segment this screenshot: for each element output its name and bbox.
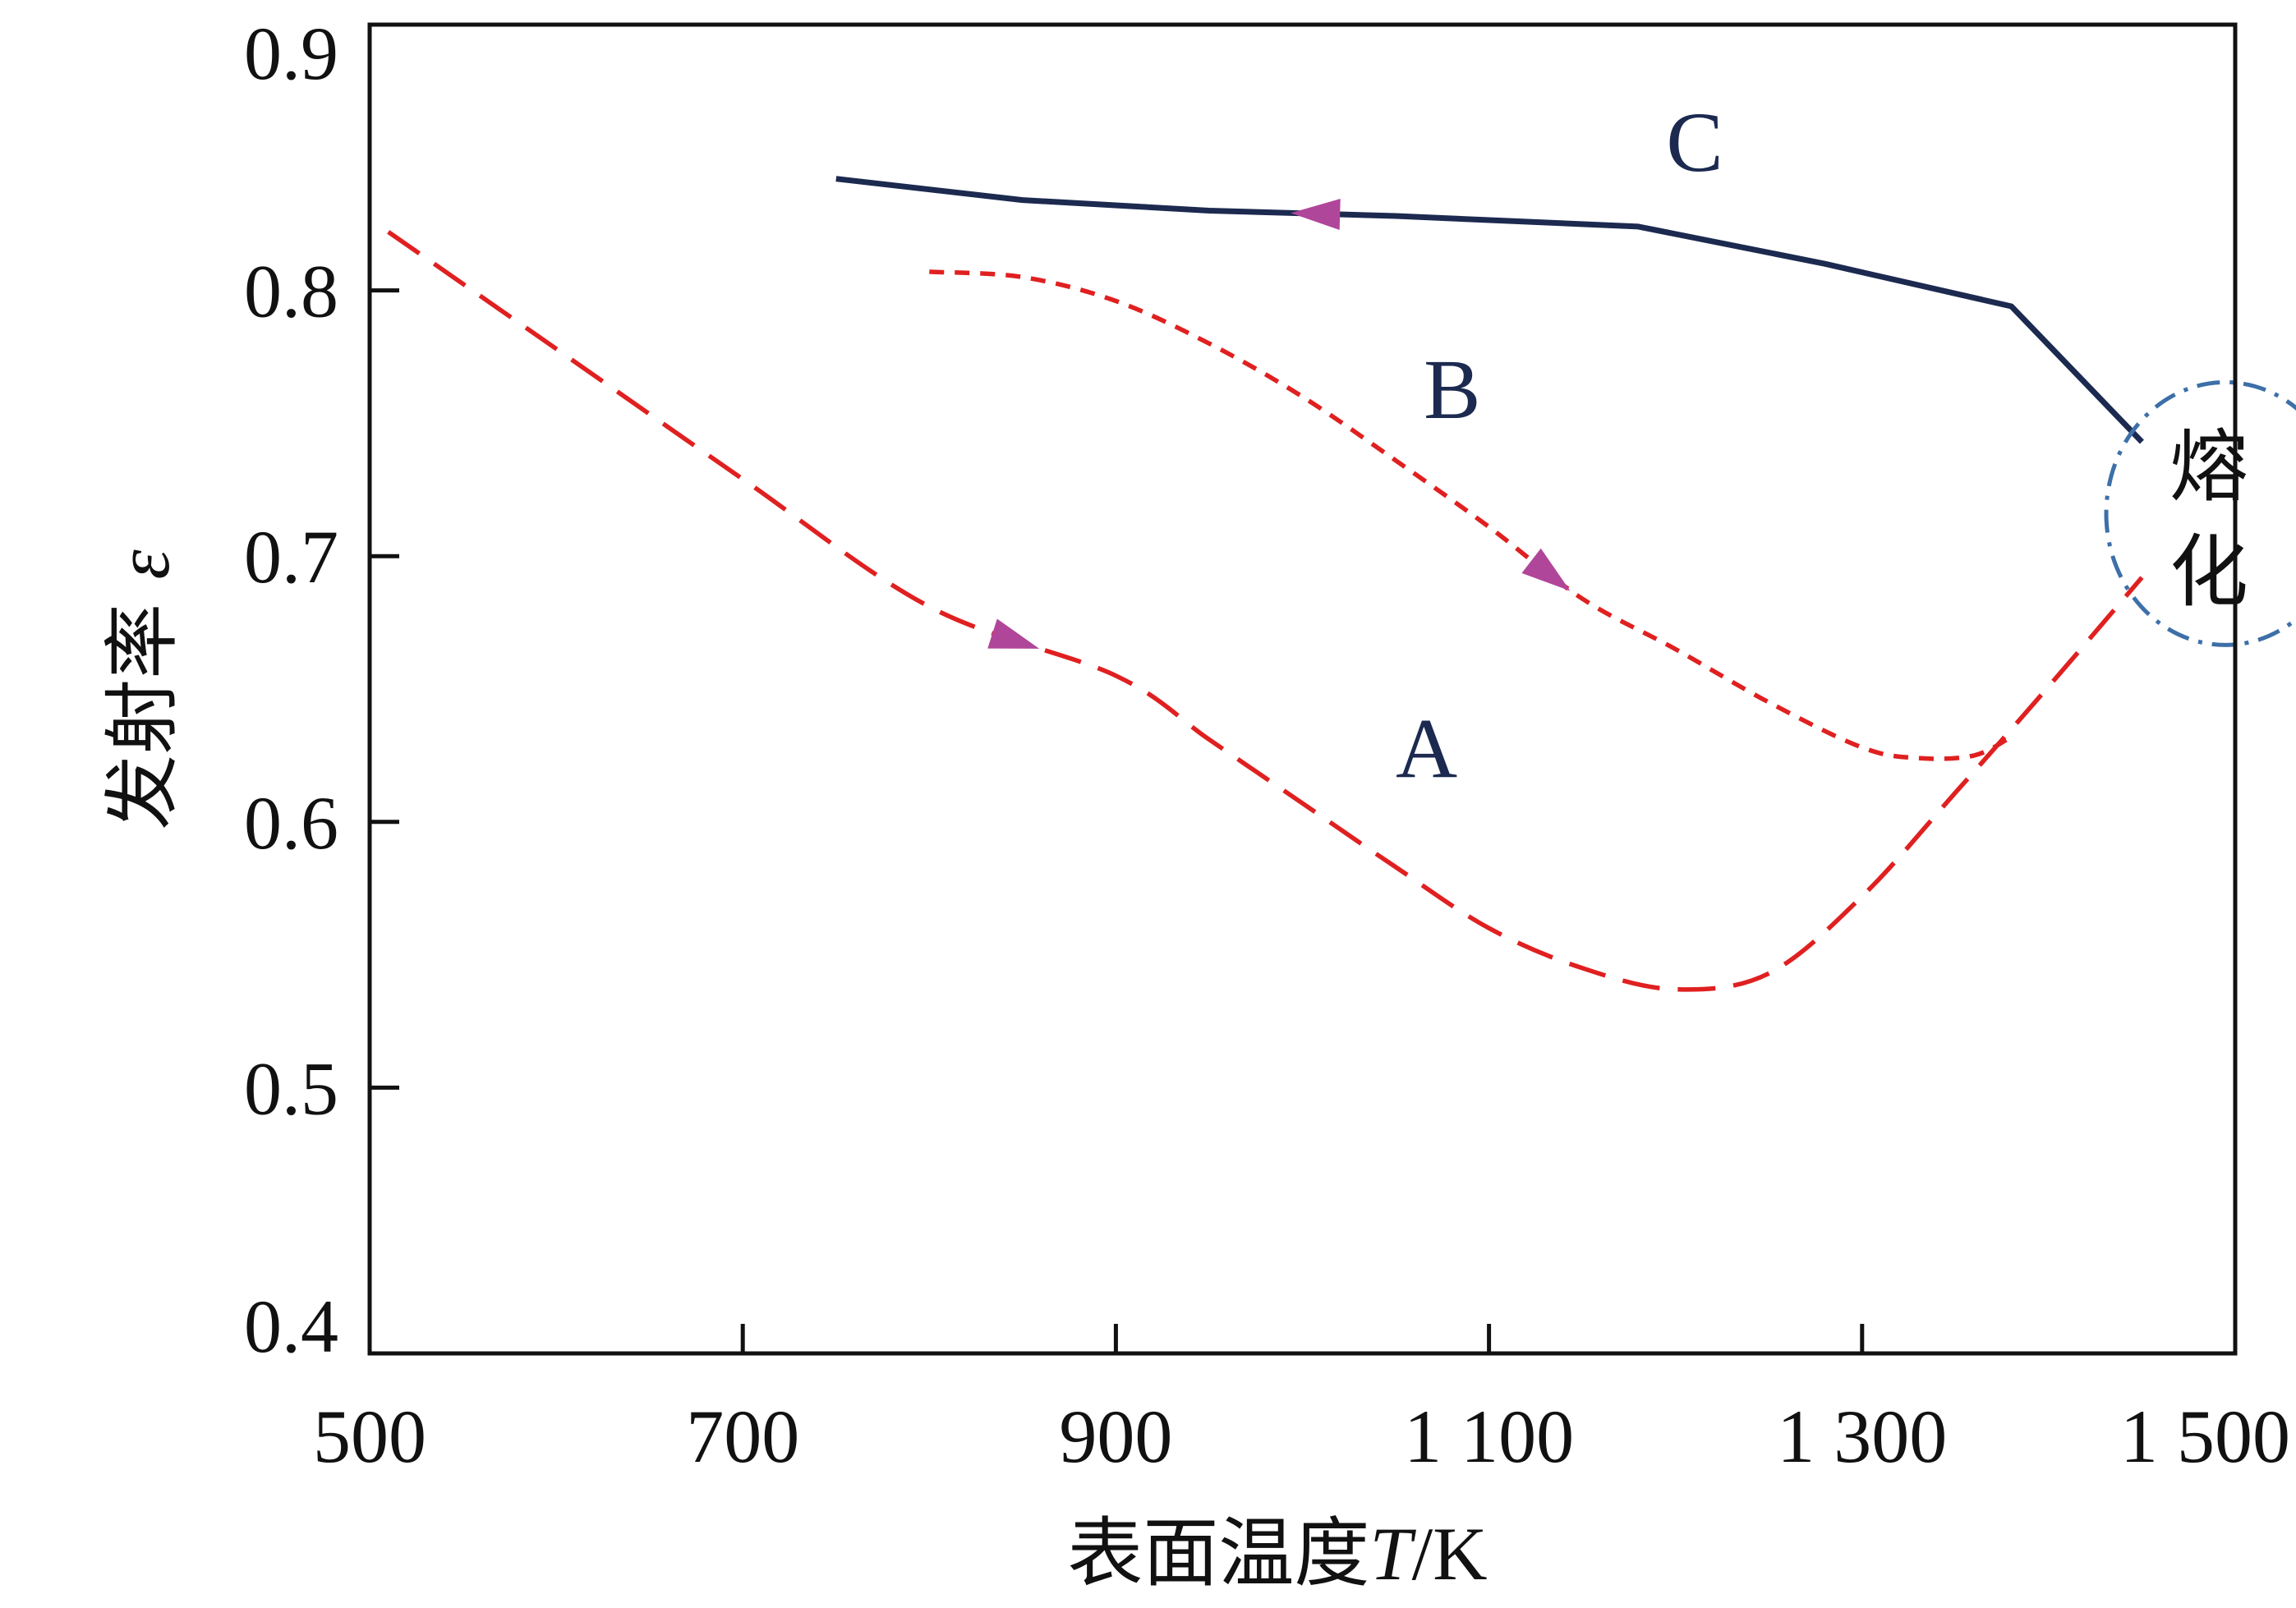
x-axis-title-symbol: T bbox=[1369, 1512, 1416, 1596]
melting-circle bbox=[2104, 379, 2296, 647]
x-tick-label: 700 bbox=[686, 1394, 799, 1478]
x-tick-label: 1 500 bbox=[2120, 1394, 2290, 1478]
x-tick-label: 1 300 bbox=[1777, 1394, 1947, 1478]
x-tick-label: 500 bbox=[313, 1394, 426, 1478]
y-tick-label: 0.5 bbox=[244, 1046, 338, 1130]
x-axis-ticks: 500 700 900 1 100 1 300 1 500 bbox=[313, 1324, 2290, 1478]
x-axis-title-text: 表面温度 bbox=[1067, 1509, 1369, 1597]
y-tick-label: 0.7 bbox=[244, 515, 338, 599]
x-axis-title: 表面温度T/K bbox=[1067, 1509, 1487, 1597]
plot-frame bbox=[367, 22, 2238, 1356]
direction-arrow-B bbox=[1521, 548, 1571, 591]
series-line-C bbox=[835, 176, 2144, 444]
y-tick-label: 0.4 bbox=[244, 1284, 338, 1368]
y-tick-label: 0.6 bbox=[244, 781, 338, 865]
y-axis-title-symbol: ε bbox=[101, 549, 185, 580]
series-layer bbox=[387, 176, 2144, 992]
series-line-A bbox=[387, 230, 2144, 992]
direction-arrow-A bbox=[987, 618, 1040, 649]
y-tick-label: 0.8 bbox=[244, 250, 338, 333]
direction-arrows bbox=[987, 199, 1571, 649]
y-tick-label: 0.9 bbox=[244, 11, 338, 95]
y-axis-title: 发射率 ε bbox=[99, 549, 186, 830]
series-label-C: C bbox=[1666, 95, 1723, 190]
x-tick-label: 900 bbox=[1059, 1394, 1172, 1478]
x-axis-title-unit: /K bbox=[1412, 1512, 1488, 1596]
series-label-A: A bbox=[1396, 701, 1457, 796]
annotations: 熔化 bbox=[2104, 379, 2296, 647]
y-axis-title-text: 发射率 bbox=[99, 580, 186, 830]
series-label-B: B bbox=[1424, 342, 1480, 437]
series-labels: A B C bbox=[1396, 95, 1723, 796]
series-line-B bbox=[929, 269, 2013, 761]
x-tick-label: 1 100 bbox=[1404, 1394, 1574, 1478]
direction-arrow-C bbox=[1291, 199, 1341, 231]
y-axis-ticks: 0.4 0.5 0.6 0.7 0.8 0.9 bbox=[244, 11, 399, 1368]
